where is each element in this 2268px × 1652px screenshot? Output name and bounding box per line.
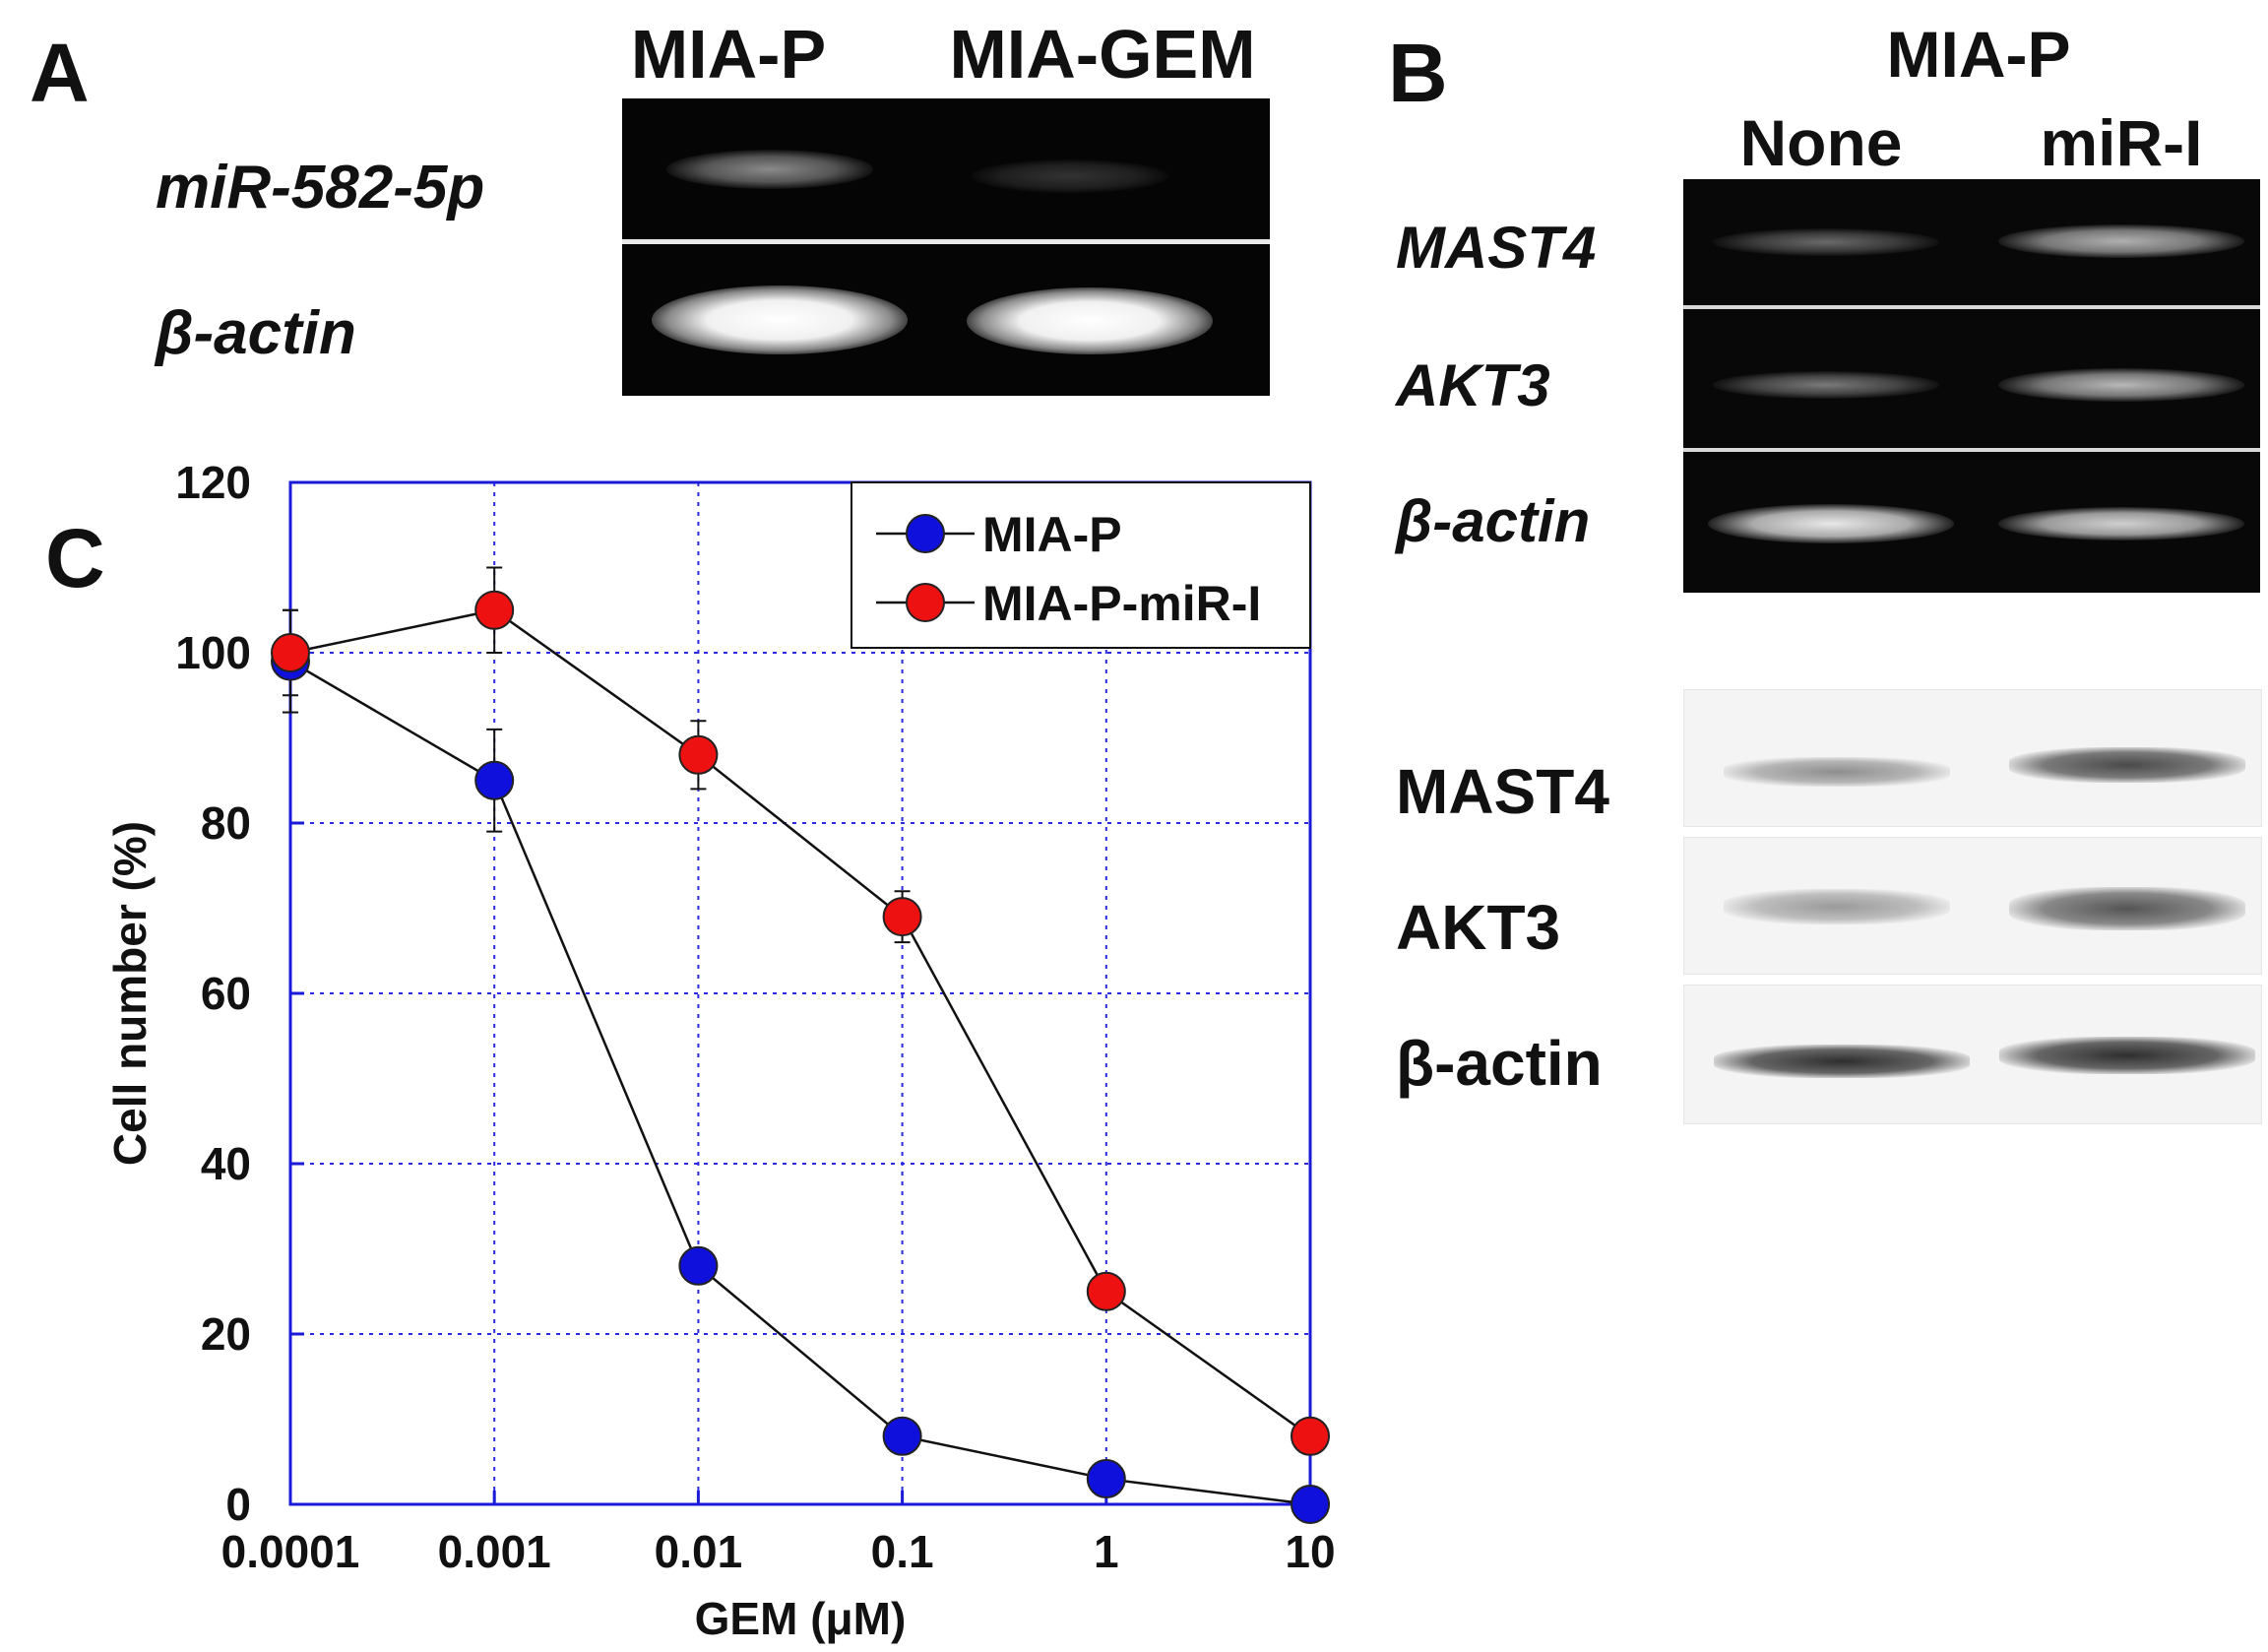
gel-divider [1683,305,2260,309]
wb-band-actin-none [1714,1045,1970,1078]
x-axis-ticks: 0.0001 0.001 0.01 0.1 1 10 [221,1491,1336,1577]
panel-b-western-blot-mast4 [1683,689,2262,827]
panel-b-western-blot-akt3 [1683,837,2262,975]
gel-divider [1683,448,2260,452]
band-actin-none [1708,504,1954,543]
data-point-mia-p-mir-i [1291,1416,1330,1456]
panel-b-column-label-none: None [1739,106,1903,179]
y-axis-label: Cell number (%) [104,821,156,1166]
chart-legend: MIA-P MIA-P-miR-I [850,481,1311,649]
panel-b-wb-row-mast4: MAST4 [1396,756,1609,827]
legend-label-mia-p: MIA-P [982,507,1122,562]
data-point-mia-p-mir-i [1086,1271,1126,1311]
band-mir582-mia-gem [972,159,1168,193]
chart-series [271,566,1330,1524]
series-line-mia-p-mir-i [289,608,1311,1437]
x-tick-label: 0.001 [438,1526,551,1577]
band-actin-mia-gem [967,287,1213,354]
panel-b-wb-row-beta-actin: β-actin [1396,1028,1603,1099]
panel-a-column-label-mia-gem: MIA-GEM [949,16,1256,93]
y-tick-label: 80 [201,797,251,849]
panel-b-pcr-row-akt3: AKT3 [1396,352,1550,418]
x-tick-label: 0.1 [871,1526,934,1577]
band-mir582-mia-p [666,150,873,189]
legend-box [850,481,1311,649]
x-tick-label: 10 [1285,1526,1335,1577]
panel-a-gel-image [622,98,1270,396]
panel-b-pcr-gel-image [1683,179,2260,593]
y-tick-label: 0 [225,1479,251,1530]
x-tick-label: 0.01 [655,1526,743,1577]
wb-band-akt3-mir-i [2009,887,2245,930]
panel-c-letter: C [45,512,105,604]
data-point-mia-p-mir-i [678,734,719,775]
data-point-mia-p [474,760,515,800]
series-line-mia-p [289,660,1311,1506]
band-actin-mir-i [1998,507,2244,540]
y-tick-label: 60 [201,968,251,1019]
data-point-mia-p-mir-i [271,633,310,672]
y-axis-ticks: 0 20 40 60 80 100 120 [175,457,304,1530]
x-tick-label: 0.0001 [221,1526,360,1577]
legend-marker-mia-p-mir-i [906,583,945,622]
panel-a-letter: A [30,27,90,119]
panel-b-western-blot-beta-actin [1683,985,2262,1124]
data-point-mia-p [1291,1485,1330,1524]
y-tick-label: 120 [175,457,251,508]
data-point-mia-p-mir-i [882,897,922,937]
legend-marker-mia-p [906,514,945,553]
panel-b-column-label-mir-i: miR-I [2040,106,2203,179]
data-point-mia-p [1086,1459,1126,1499]
wb-band-akt3-none [1724,889,1950,924]
wb-band-mast4-none [1724,757,1950,787]
band-akt3-none [1713,371,1939,399]
band-actin-mia-p [652,286,908,354]
panel-b-pcr-row-mast4: MAST4 [1396,215,1597,281]
band-mast4-mir-i [1998,224,2244,258]
band-akt3-mir-i [1998,368,2244,402]
wb-band-mast4-mir-i [2009,747,2245,783]
wb-band-actin-mir-i [1999,1037,2255,1074]
data-point-mia-p [882,1416,922,1456]
panel-b-cell-line-label: MIA-P [1886,18,2071,91]
panel-b-wb-row-akt3: AKT3 [1396,892,1561,963]
y-tick-label: 20 [201,1308,251,1360]
x-tick-label: 1 [1094,1526,1119,1577]
panel-b-pcr-row-beta-actin: β-actin [1396,488,1591,554]
panel-a-row-label-beta-actin: β-actin [156,299,356,367]
gel-divider [622,239,1270,244]
band-mast4-none [1713,228,1939,256]
panel-b-letter: B [1388,27,1448,119]
legend-label-mia-p-mir-i: MIA-P-miR-I [982,576,1261,631]
data-point-mia-p [678,1245,719,1286]
y-tick-label: 100 [175,627,251,678]
data-point-mia-p-mir-i [474,590,515,630]
x-axis-label: GEM (μM) [695,1593,907,1644]
panel-a-column-label-mia-p: MIA-P [630,16,827,93]
y-tick-label: 40 [201,1138,251,1189]
panel-a-row-label-mir582: miR-582-5p [156,154,485,222]
